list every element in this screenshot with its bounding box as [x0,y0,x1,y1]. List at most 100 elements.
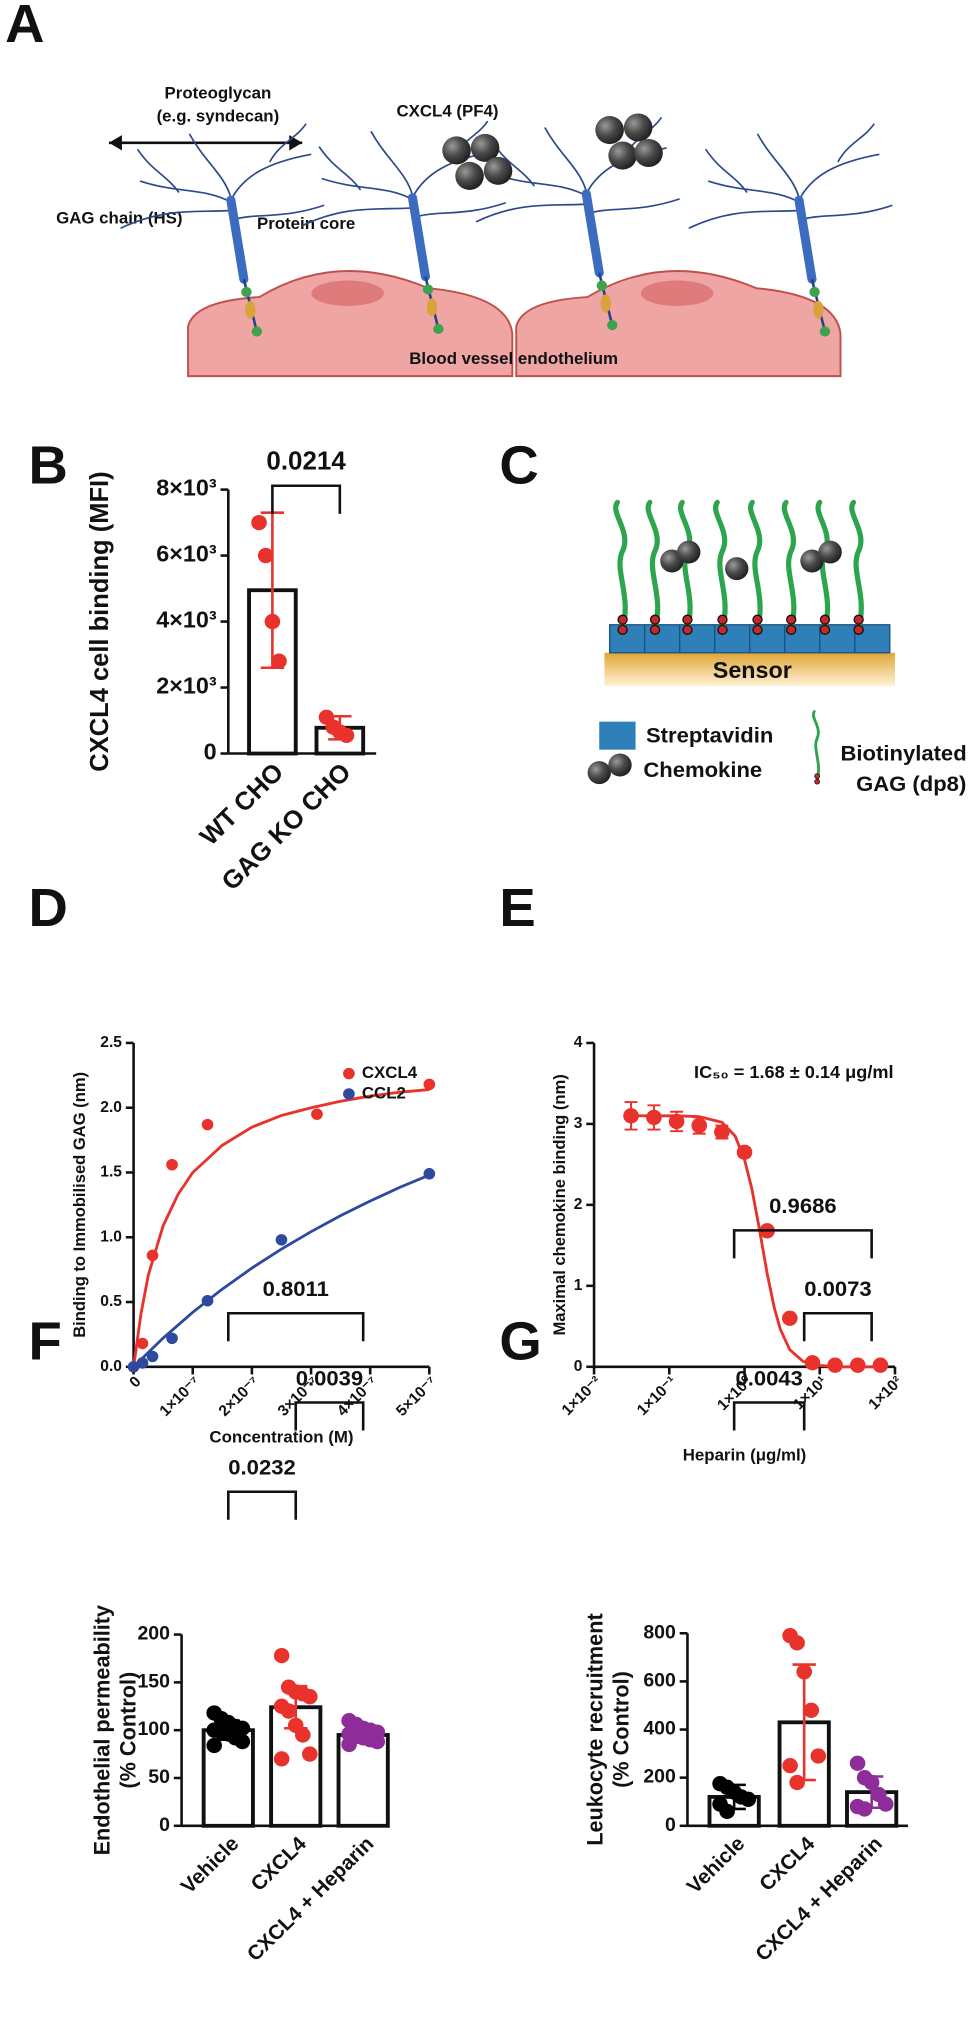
data-point [251,514,267,531]
fit-line [132,1173,430,1368]
data-point [789,1635,805,1651]
y-axis-label: Endothelial permeability [89,1604,114,1855]
data-point [782,1310,798,1326]
label: Sensor [713,657,792,683]
x-tick-label: Vehicle [682,1832,749,1898]
x-tick-label: CXCL4 + Heparin [751,1832,887,1965]
y-tick-label: 100 [137,1719,169,1740]
panel-label: F [29,1312,62,1371]
data-point [423,1168,436,1180]
data-point [423,1078,436,1091]
y-tick-label: 3 [574,1115,583,1132]
legend-label: GAG (dp8) [856,771,966,796]
annotation: IC₅₀ = 1.68 ± 0.14 μg/ml [694,1062,894,1082]
data-point [206,1737,222,1754]
y-tick-label: 0 [204,739,217,765]
y-tick-label: 200 [643,1767,675,1788]
cell [515,270,842,378]
data-point [810,1748,827,1764]
chemokine-cluster [442,113,663,190]
y-tick-label: 0 [574,1358,583,1375]
x-tick-label: 5×10⁻⁷ [393,1373,440,1419]
y-tick-label: 800 [643,1622,675,1643]
data-point [201,1294,214,1307]
data-point [789,1774,805,1791]
y-tick-label: 0.5 [100,1293,122,1310]
error-bar [284,1684,308,1730]
y-tick-label: 1.5 [100,1164,122,1181]
data-point [736,1144,753,1160]
data-point [146,1249,159,1262]
comparison-label: 0.9686 [769,1193,836,1218]
data-point [294,1727,311,1743]
comparison-label: 0.0073 [804,1276,871,1301]
panel-label: G [499,1312,541,1371]
label: (e.g. syndecan) [157,107,280,126]
panel-label: B [29,436,68,495]
bracket [732,1401,806,1431]
data-point [827,1357,843,1373]
panel-label: C [499,436,538,495]
comparison-label: 0.8011 [263,1276,329,1301]
y-axis-label: (% Control) [608,1671,633,1788]
panel-label: D [29,878,68,937]
error-bar [216,1719,240,1742]
data-point [257,547,274,564]
y-axis-label: CXCL4 cell binding (MFI) [86,471,114,771]
data-point [271,653,287,669]
sensor [604,652,895,686]
y-tick-label: 6×10³ [156,541,217,567]
legend-marker [343,1088,355,1100]
y-tick-label: 0 [665,1815,676,1836]
fit-line [132,1088,430,1367]
comparison-label: 0.0232 [228,1455,295,1480]
x-tick-label: 1×10⁻¹ [634,1373,680,1419]
label: Blood vessel endothelium [409,349,618,368]
data-point [234,1734,251,1750]
y-tick-label: 2.5 [100,1034,122,1051]
y-tick-label: 150 [137,1672,169,1693]
data-point [719,1803,735,1820]
data-point [782,1757,798,1774]
comparison-label: 0.0214 [266,448,346,476]
fit-line [631,1114,881,1369]
x-tick-label: Vehicle [177,1832,244,1898]
data-point [668,1113,685,1130]
streptavidin-divider [644,624,856,653]
x-tick-label: 1×10⁻² [559,1373,605,1419]
error-bar [792,1663,816,1782]
x-tick-label: 1×10² [865,1373,906,1413]
y-tick-label: 0 [159,1815,170,1836]
data-point [280,1703,297,1719]
y-tick-label: 4×10³ [156,607,217,633]
legend-swatch [811,710,822,786]
chemokine [660,540,842,581]
y-axis-label: Leukocyte recruitment [582,1613,607,1846]
bracket [294,1401,365,1431]
data-point [877,1796,894,1812]
legend-label: Streptavidin [646,723,773,748]
nucleus [311,280,384,306]
nucleus [640,280,714,306]
y-tick-label: 1.0 [100,1228,122,1245]
y-tick-label: 600 [643,1671,675,1692]
bracket [271,484,342,514]
bracket [802,1311,873,1342]
y-axis-label: (% Control) [115,1672,140,1789]
data-point [302,1689,318,1705]
x-tick-label: CXCL4 [755,1832,820,1896]
error-bar [722,1783,746,1811]
x-tick-label: 0 [126,1373,144,1391]
data-point [136,1357,149,1369]
data-point [273,1647,290,1664]
y-tick-label: 50 [148,1767,170,1788]
legend-label: CXCL4 [362,1063,418,1082]
data-point [127,1361,140,1373]
data-point [849,1357,866,1373]
label: CXCL4 (PF4) [396,102,498,121]
data-point [740,1791,757,1807]
data-point [369,1734,386,1750]
error-bar [351,1726,375,1744]
